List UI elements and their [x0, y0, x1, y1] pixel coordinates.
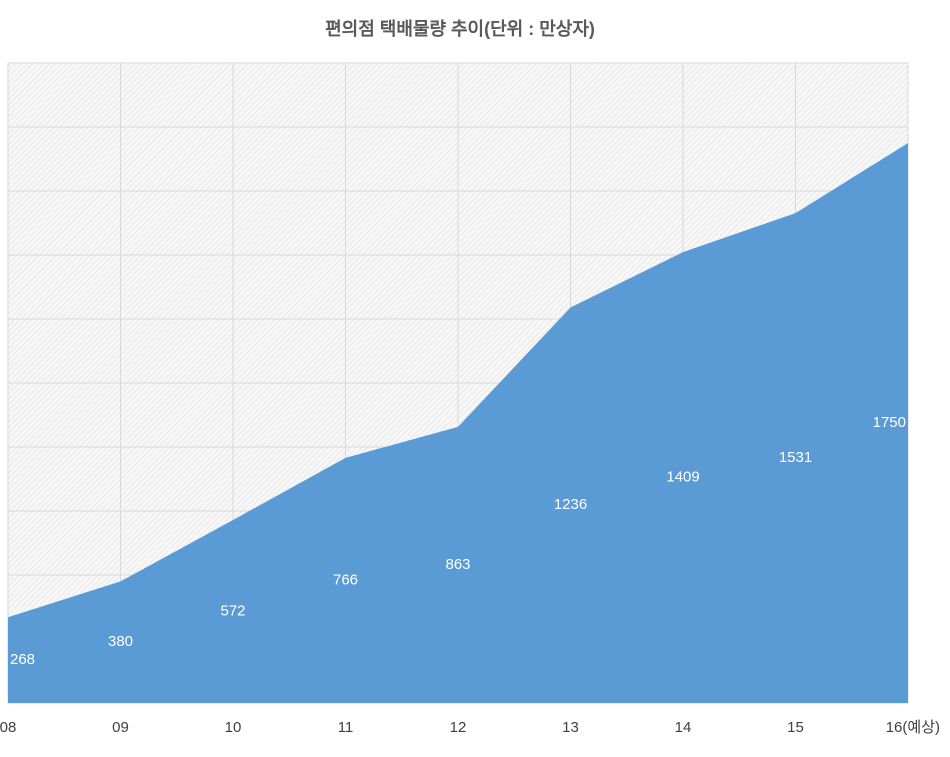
data-label: 1750 — [873, 414, 906, 431]
x-tick-label: 09 — [112, 719, 129, 736]
x-tick-label: 13 — [562, 719, 579, 736]
x-tick-label: 12 — [450, 719, 467, 736]
data-label: 1531 — [779, 449, 812, 466]
x-tick-label: 15 — [787, 719, 804, 736]
data-label: 863 — [445, 556, 470, 573]
x-tick-label: 11 — [338, 719, 354, 736]
data-label: 572 — [220, 602, 245, 619]
x-tick-label: 08 — [0, 719, 16, 736]
x-tick-label: 14 — [675, 719, 692, 736]
x-tick-label: 10 — [225, 719, 242, 736]
chart-title: 편의점 택배물량 추이(단위 : 만상자) — [325, 19, 595, 39]
data-label: 268 — [10, 651, 35, 668]
area — [8, 143, 908, 703]
data-label: 766 — [333, 571, 358, 588]
data-label: 1409 — [666, 469, 699, 486]
data-label: 380 — [108, 633, 133, 650]
data-label: 1236 — [554, 496, 587, 513]
x-tick-label: 16(예상) — [886, 719, 940, 736]
